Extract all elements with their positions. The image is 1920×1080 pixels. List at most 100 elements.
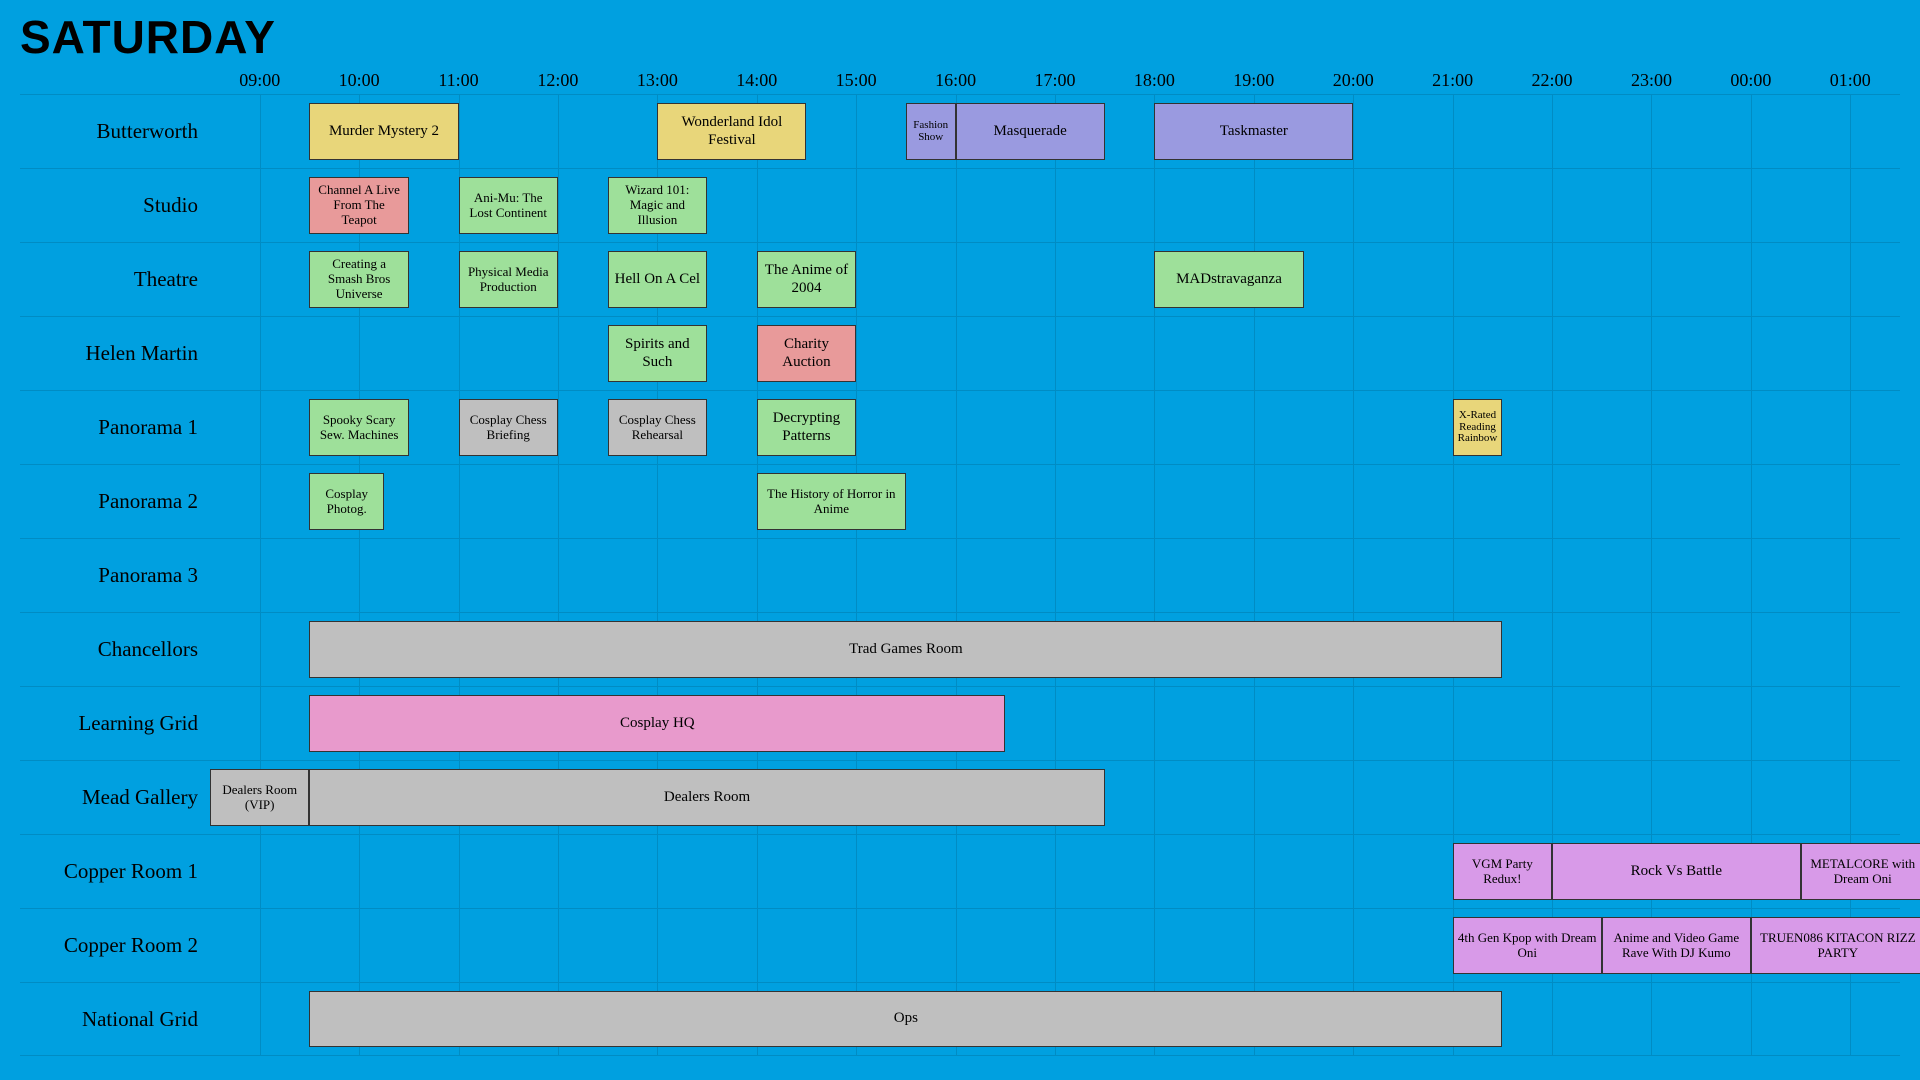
room-label: Theatre (20, 243, 210, 316)
event-block[interactable]: Rock Vs Battle (1552, 843, 1801, 900)
event-block[interactable]: Creating a Smash Bros Universe (309, 251, 408, 308)
event-block[interactable]: TRUEN086 KITACON RIZZ PARTY (1751, 917, 1920, 974)
row-cells: Cosplay Photog. The History of Horror in … (210, 465, 1900, 538)
event-block[interactable]: The History of Horror in Anime (757, 473, 906, 530)
hour-gridline (856, 835, 857, 908)
hour-gridline (459, 539, 460, 612)
hour-gridline (1254, 761, 1255, 834)
hour-gridline (1651, 613, 1652, 686)
time-label: 15:00 (836, 70, 877, 91)
hour-gridline (1353, 243, 1354, 316)
event-block[interactable]: Taskmaster (1154, 103, 1353, 160)
hour-gridline (1055, 391, 1056, 464)
hour-gridline (359, 909, 360, 982)
event-block[interactable]: MADstravaganza (1154, 251, 1303, 308)
hour-gridline (260, 391, 261, 464)
event-block[interactable]: The Anime of 2004 (757, 251, 856, 308)
hour-gridline (260, 687, 261, 760)
row-cells: Creating a Smash Bros Universe Physical M… (210, 243, 1900, 316)
hour-gridline (1850, 95, 1851, 168)
hour-gridline (1254, 465, 1255, 538)
hour-gridline (459, 835, 460, 908)
hour-gridline (956, 243, 957, 316)
hour-gridline (1552, 317, 1553, 390)
time-header-row: 09:0010:0011:0012:0013:0014:0015:0016:00… (20, 70, 1900, 94)
hour-gridline (1254, 835, 1255, 908)
hour-gridline (260, 983, 261, 1055)
event-block[interactable]: METALCORE with Dream Oni (1801, 843, 1920, 900)
event-block[interactable]: Dealers Room (309, 769, 1104, 826)
event-block[interactable]: X-Rated Reading Rainbow (1453, 399, 1503, 456)
time-label: 17:00 (1034, 70, 1075, 91)
hour-gridline (1552, 95, 1553, 168)
hour-gridline (1154, 169, 1155, 242)
hour-gridline (856, 243, 857, 316)
hour-gridline (1254, 539, 1255, 612)
event-block[interactable]: Cosplay Chess Briefing (459, 399, 558, 456)
event-block[interactable]: Decrypting Patterns (757, 399, 856, 456)
event-block[interactable]: Cosplay HQ (309, 695, 1005, 752)
hour-gridline (1552, 169, 1553, 242)
event-block[interactable]: Spirits and Such (608, 325, 707, 382)
event-block[interactable]: Trad Games Room (309, 621, 1502, 678)
time-label: 22:00 (1532, 70, 1573, 91)
event-block[interactable]: Ani-Mu: The Lost Continent (459, 177, 558, 234)
hour-gridline (1154, 391, 1155, 464)
hour-gridline (657, 465, 658, 538)
time-label: 20:00 (1333, 70, 1374, 91)
hour-gridline (1055, 169, 1056, 242)
event-block[interactable]: Cosplay Chess Rehearsal (608, 399, 707, 456)
row-cells: Spooky Scary Sew. Machines Cosplay Chess … (210, 391, 1900, 464)
event-block[interactable]: Murder Mystery 2 (309, 103, 458, 160)
event-block[interactable]: Spooky Scary Sew. Machines (309, 399, 408, 456)
row-cells: Dealers Room (VIP)Dealers Room (210, 761, 1900, 834)
schedule-row: ButterworthMurder Mystery 2Wonderland Id… (20, 94, 1900, 168)
hour-gridline (856, 317, 857, 390)
event-block[interactable]: Physical Media Production (459, 251, 558, 308)
event-block[interactable]: Anime and Video Game Rave With DJ Kumo (1602, 917, 1751, 974)
time-label: 18:00 (1134, 70, 1175, 91)
event-block[interactable]: Wizard 101: Magic and Illusion (608, 177, 707, 234)
hour-gridline (1453, 465, 1454, 538)
event-block[interactable]: Dealers Room (VIP) (210, 769, 309, 826)
event-block[interactable]: Channel A Live From The Teapot (309, 177, 408, 234)
event-block[interactable]: Masquerade (956, 103, 1105, 160)
event-block[interactable]: Fashion Show (906, 103, 956, 160)
schedule-row: National GridOps (20, 982, 1900, 1056)
hour-gridline (1651, 761, 1652, 834)
hour-gridline (1850, 539, 1851, 612)
hour-gridline (558, 909, 559, 982)
event-block[interactable]: Cosplay Photog. (309, 473, 384, 530)
hour-gridline (1055, 243, 1056, 316)
hour-gridline (1055, 465, 1056, 538)
event-block[interactable]: Hell On A Cel (608, 251, 707, 308)
schedule-row: Helen MartinSpirits and SuchCharity Auct… (20, 316, 1900, 390)
event-block[interactable]: VGM Party Redux! (1453, 843, 1552, 900)
room-label: Learning Grid (20, 687, 210, 760)
hour-gridline (856, 909, 857, 982)
hour-gridline (1651, 465, 1652, 538)
event-block[interactable]: Charity Auction (757, 325, 856, 382)
hour-gridline (1353, 169, 1354, 242)
hour-gridline (1552, 243, 1553, 316)
schedule-row: Panorama 3 (20, 538, 1900, 612)
hour-gridline (856, 169, 857, 242)
hour-gridline (1154, 539, 1155, 612)
hour-gridline (260, 539, 261, 612)
room-label: Chancellors (20, 613, 210, 686)
hour-gridline (1651, 539, 1652, 612)
hour-gridline (956, 465, 957, 538)
hour-gridline (657, 539, 658, 612)
hour-gridline (1751, 465, 1752, 538)
schedule-row: Copper Room 1 VGM Party Redux!Rock Vs Bat… (20, 834, 1900, 908)
hour-gridline (558, 391, 559, 464)
hour-gridline (1552, 761, 1553, 834)
time-label: 09:00 (239, 70, 280, 91)
hour-gridline (260, 909, 261, 982)
hour-gridline (1850, 169, 1851, 242)
event-block[interactable]: Wonderland Idol Festival (657, 103, 806, 160)
event-block[interactable]: 4th Gen Kpop with Dream Oni (1453, 917, 1602, 974)
schedule-grid: 09:0010:0011:0012:0013:0014:0015:0016:00… (20, 70, 1900, 1056)
room-label: Copper Room 1 (20, 835, 210, 908)
event-block[interactable]: Ops (309, 991, 1502, 1047)
